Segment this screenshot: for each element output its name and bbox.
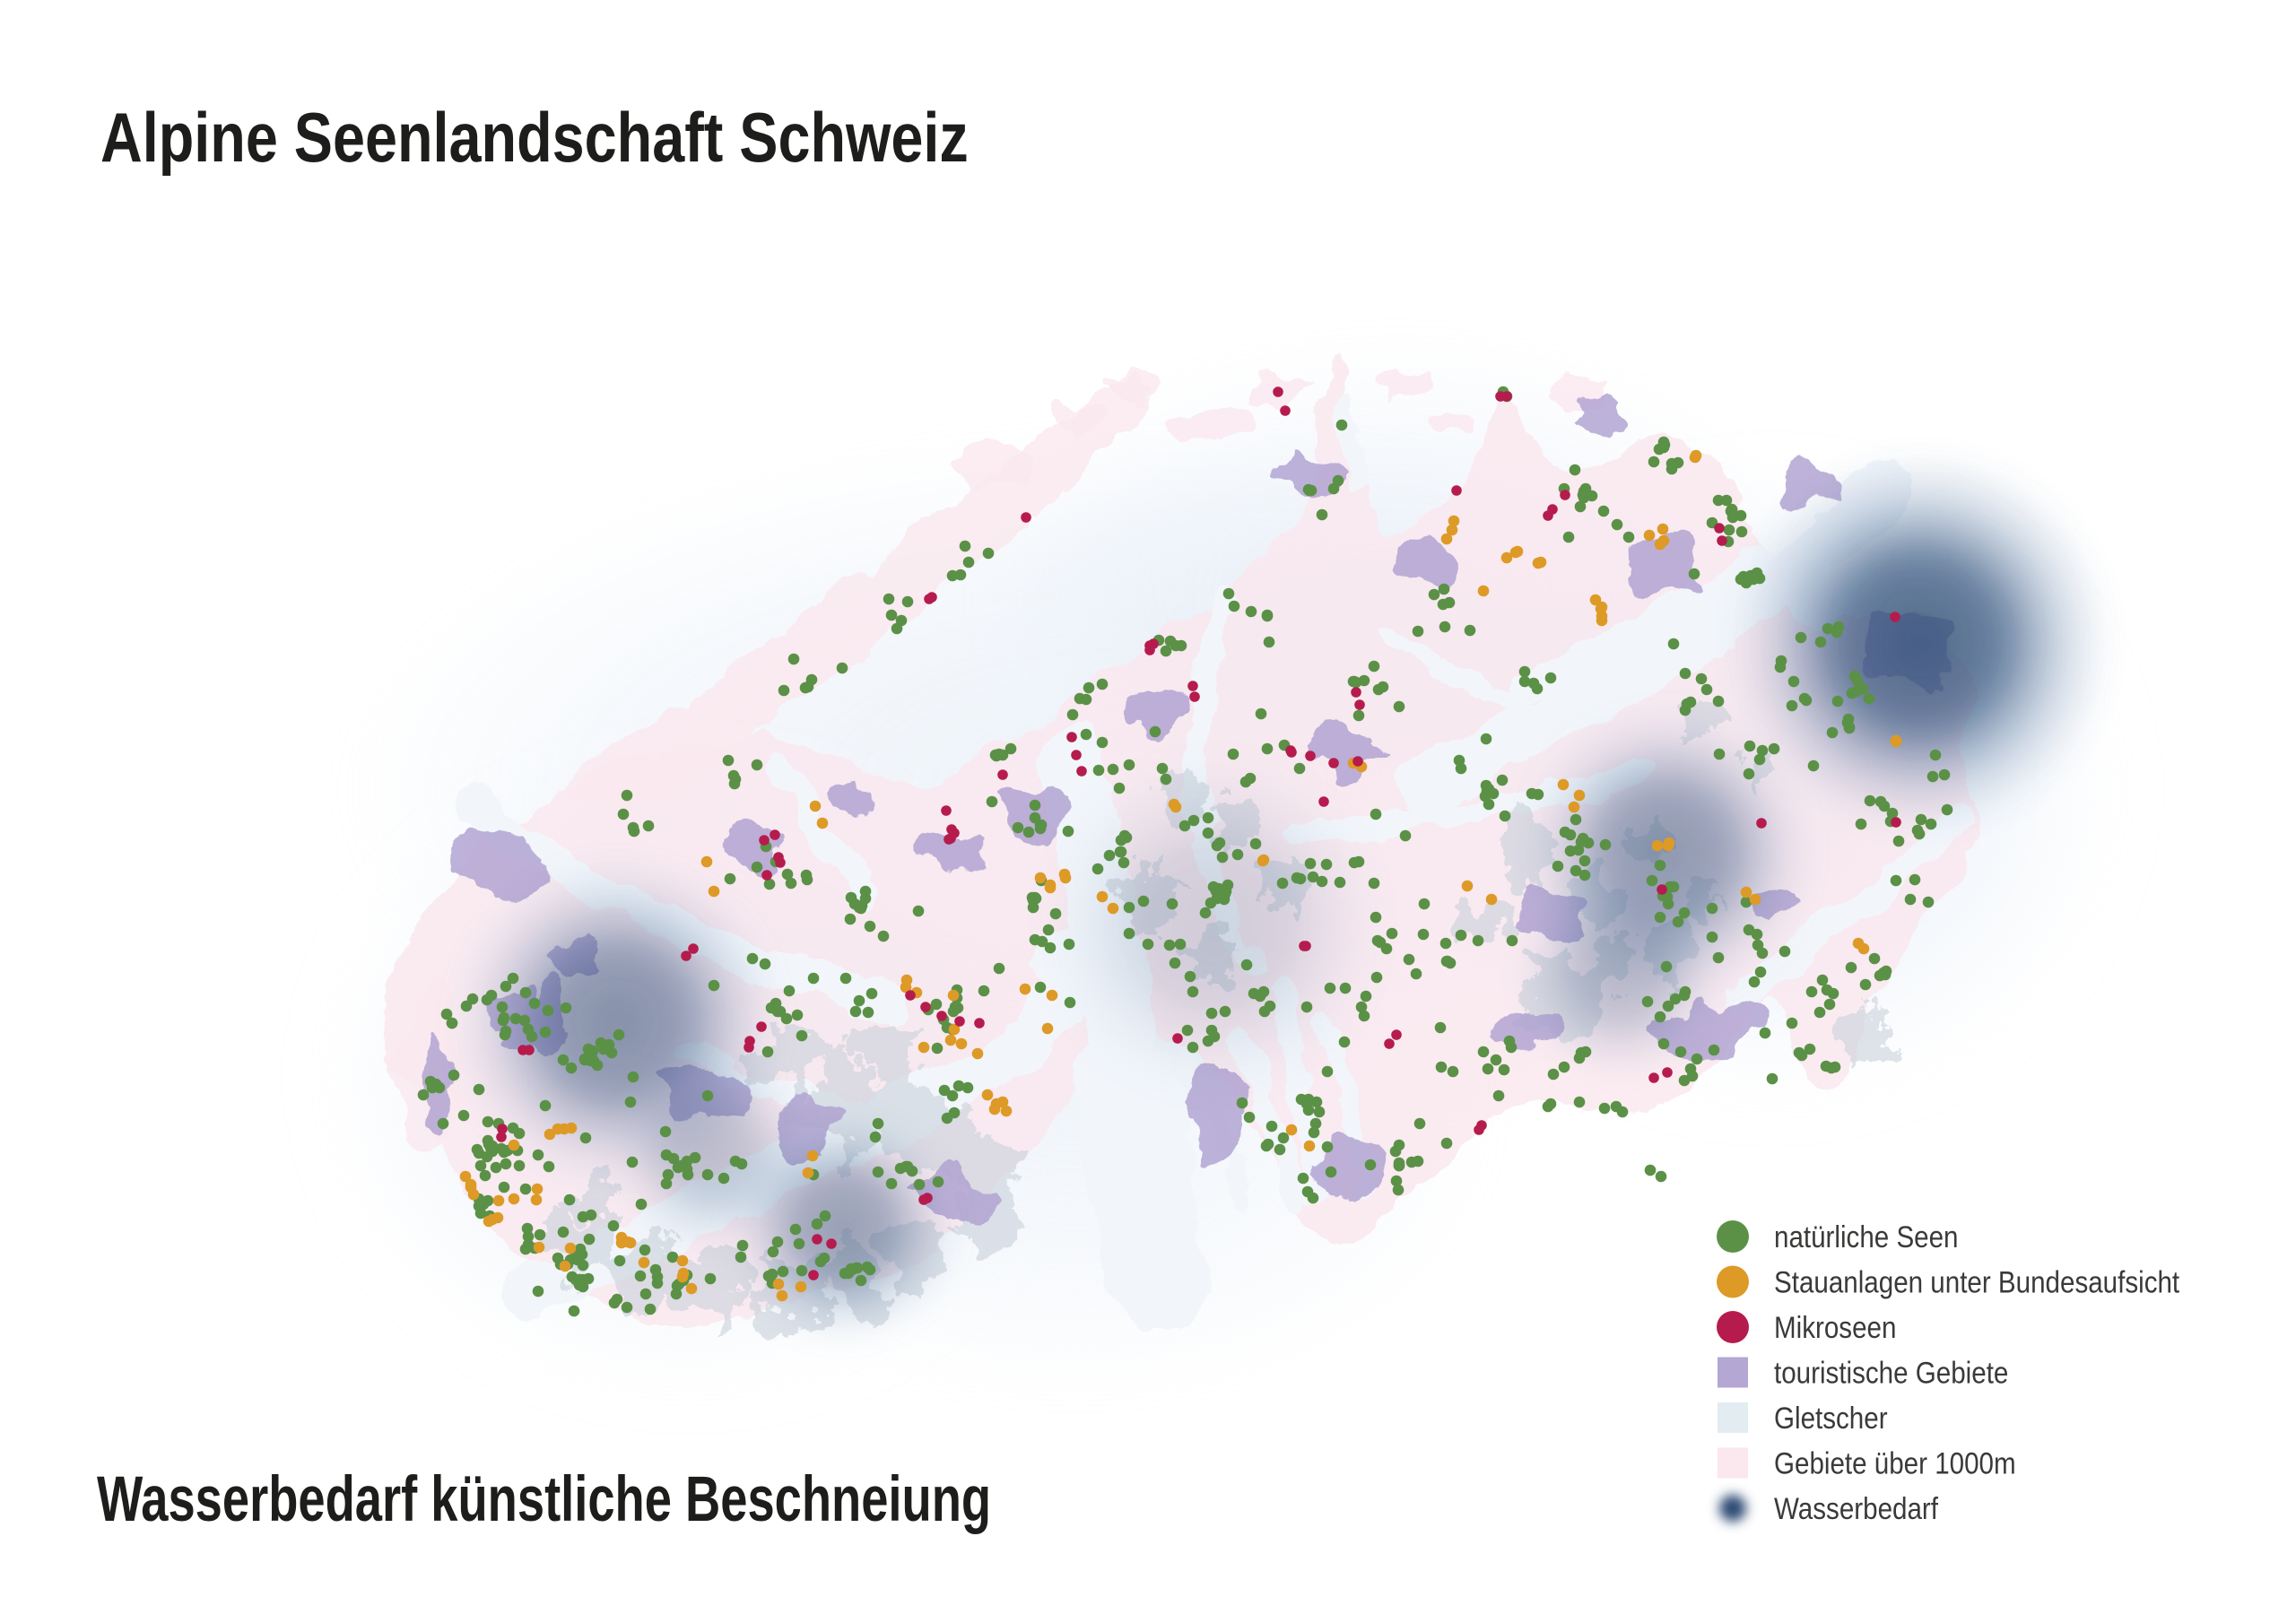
svg-text:Stauanlagen unter Bundesaufsic: Stauanlagen unter Bundesaufsicht: [1774, 1265, 2179, 1299]
svg-text:Mikroseen: Mikroseen: [1774, 1310, 1896, 1344]
svg-text:Wasserbedarf: Wasserbedarf: [1774, 1491, 1938, 1525]
svg-text:touristische Gebiete: touristische Gebiete: [1774, 1356, 2008, 1390]
svg-text:Gebiete über 1000m: Gebiete über 1000m: [1774, 1446, 2016, 1480]
svg-text:natürliche Seen: natürliche Seen: [1774, 1219, 1959, 1254]
svg-text:Gletscher: Gletscher: [1774, 1401, 1888, 1435]
